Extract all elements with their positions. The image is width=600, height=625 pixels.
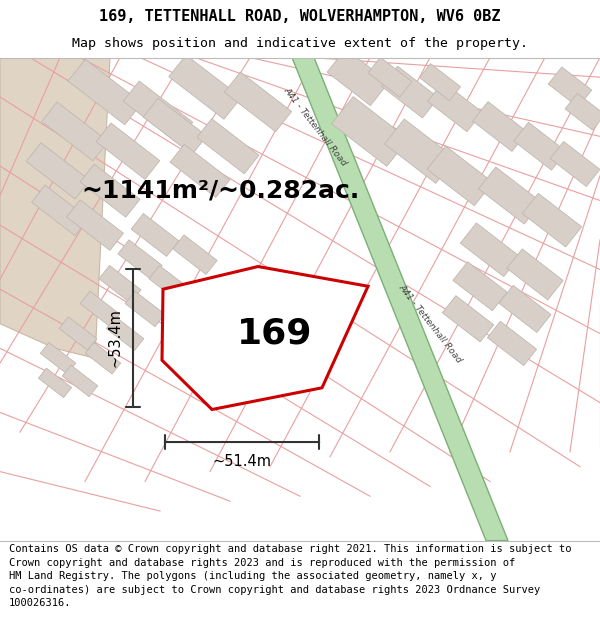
Polygon shape	[169, 55, 241, 119]
Polygon shape	[327, 49, 389, 106]
Polygon shape	[428, 82, 482, 132]
Polygon shape	[507, 249, 563, 300]
Polygon shape	[59, 317, 97, 351]
Polygon shape	[453, 262, 507, 311]
Polygon shape	[99, 266, 141, 303]
Polygon shape	[224, 72, 292, 132]
Polygon shape	[460, 223, 520, 276]
Text: ~53.4m: ~53.4m	[107, 309, 122, 368]
Polygon shape	[149, 266, 191, 303]
Polygon shape	[197, 119, 259, 174]
Polygon shape	[368, 58, 412, 97]
Polygon shape	[550, 141, 600, 186]
Polygon shape	[170, 144, 230, 198]
Polygon shape	[123, 81, 193, 142]
Polygon shape	[80, 164, 140, 217]
Polygon shape	[162, 266, 368, 409]
Polygon shape	[385, 119, 455, 183]
Polygon shape	[292, 58, 508, 541]
Polygon shape	[514, 122, 566, 170]
Polygon shape	[173, 235, 217, 274]
Polygon shape	[0, 58, 110, 358]
Polygon shape	[62, 365, 98, 397]
Polygon shape	[479, 167, 541, 224]
Polygon shape	[26, 142, 90, 199]
Text: ~51.4m: ~51.4m	[212, 454, 271, 469]
Polygon shape	[382, 66, 439, 118]
Text: A41 - Tettenhall Road: A41 - Tettenhall Road	[281, 86, 349, 168]
Polygon shape	[68, 59, 142, 125]
Text: 169, TETTENHALL ROAD, WOLVERHAMPTON, WV6 0BZ: 169, TETTENHALL ROAD, WOLVERHAMPTON, WV6…	[99, 9, 501, 24]
Text: ~1141m²/~0.282ac.: ~1141m²/~0.282ac.	[81, 179, 359, 202]
Polygon shape	[565, 93, 600, 130]
Text: Map shows position and indicative extent of the property.: Map shows position and indicative extent…	[72, 37, 528, 49]
Polygon shape	[85, 342, 121, 374]
Polygon shape	[427, 146, 493, 206]
Polygon shape	[118, 240, 162, 279]
Polygon shape	[131, 214, 179, 256]
Polygon shape	[487, 321, 536, 366]
Polygon shape	[419, 64, 461, 101]
Polygon shape	[125, 291, 165, 327]
Polygon shape	[332, 97, 409, 166]
Polygon shape	[80, 291, 120, 327]
Polygon shape	[41, 102, 109, 161]
Text: A41 - Tettenhall Road: A41 - Tettenhall Road	[397, 282, 463, 364]
Polygon shape	[32, 185, 88, 236]
Polygon shape	[38, 368, 71, 398]
Polygon shape	[499, 286, 551, 332]
Polygon shape	[548, 67, 592, 107]
Polygon shape	[96, 123, 160, 179]
Polygon shape	[473, 102, 527, 151]
Polygon shape	[67, 200, 124, 251]
Polygon shape	[40, 342, 76, 374]
Text: Contains OS data © Crown copyright and database right 2021. This information is : Contains OS data © Crown copyright and d…	[9, 544, 571, 608]
Polygon shape	[442, 296, 494, 342]
Polygon shape	[143, 98, 207, 154]
Polygon shape	[106, 317, 144, 351]
Text: 169: 169	[237, 317, 313, 351]
Polygon shape	[523, 193, 581, 247]
